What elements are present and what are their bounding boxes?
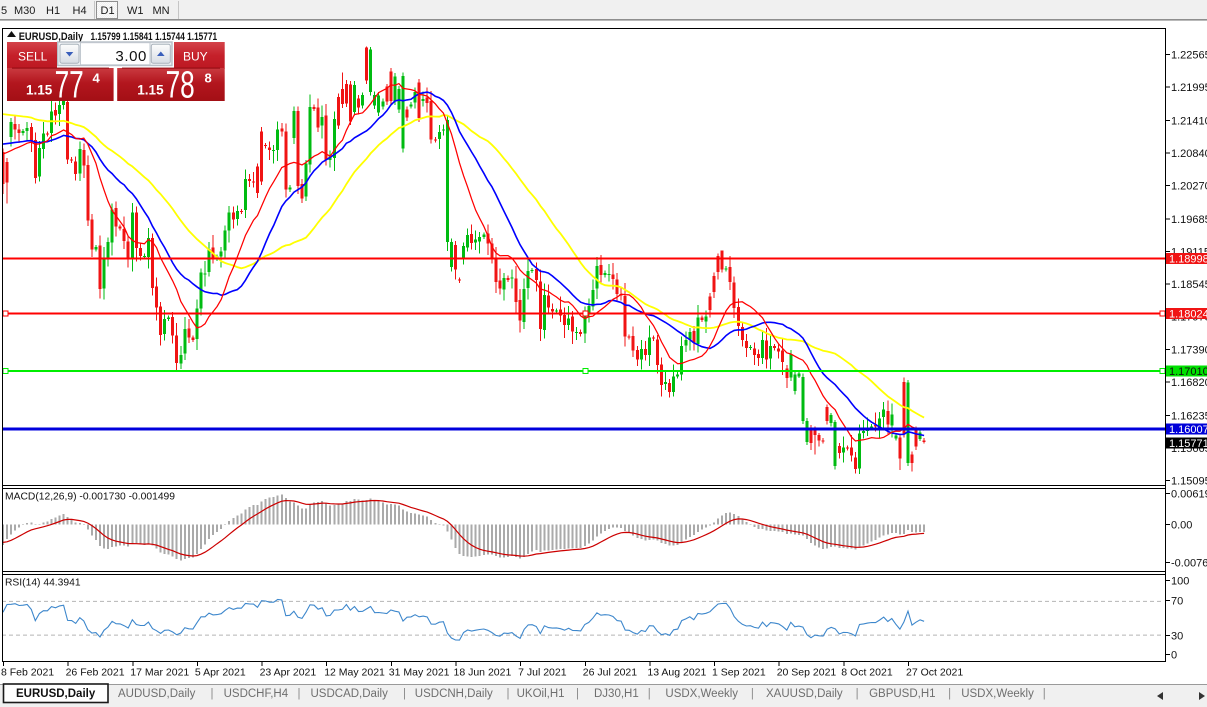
- svg-text:4: 4: [93, 71, 101, 86]
- svg-text:12 May 2021: 12 May 2021: [324, 667, 385, 679]
- svg-text:8: 8: [205, 71, 212, 86]
- svg-text:USDCHF,H4: USDCHF,H4: [224, 688, 289, 700]
- svg-text:3.00: 3.00: [115, 48, 147, 65]
- svg-text:|: |: [211, 688, 214, 700]
- svg-text:31 May 2021: 31 May 2021: [389, 667, 450, 679]
- svg-text:1.15095: 1.15095: [1171, 475, 1207, 487]
- svg-text:26 Jul 2021: 26 Jul 2021: [583, 667, 637, 679]
- svg-text:20 Sep 2021: 20 Sep 2021: [777, 667, 837, 679]
- svg-text:USDCAD,Daily: USDCAD,Daily: [311, 688, 389, 700]
- svg-text:|: |: [1043, 688, 1046, 700]
- svg-text:UKOil,H1: UKOil,H1: [517, 688, 565, 700]
- svg-text:EURUSD,Daily: EURUSD,Daily: [19, 31, 84, 43]
- svg-text:1.18998: 1.18998: [1169, 254, 1207, 266]
- svg-text:|: |: [856, 688, 859, 700]
- svg-text:D1: D1: [101, 5, 115, 17]
- svg-text:5 Apr 2021: 5 Apr 2021: [195, 667, 246, 679]
- svg-text:RSI(14) 44.3941: RSI(14) 44.3941: [5, 578, 81, 589]
- svg-text:8 Oct 2021: 8 Oct 2021: [841, 667, 893, 679]
- svg-text:1.17390: 1.17390: [1171, 345, 1207, 357]
- svg-text:|: |: [298, 688, 301, 700]
- svg-text:USDCNH,Daily: USDCNH,Daily: [415, 688, 493, 700]
- svg-text:70: 70: [1171, 596, 1183, 608]
- svg-text:78: 78: [166, 63, 195, 106]
- svg-text:H4: H4: [73, 5, 87, 17]
- svg-text:17 Mar 2021: 17 Mar 2021: [130, 667, 189, 679]
- svg-text:SELL: SELL: [18, 50, 48, 64]
- svg-text:DJ30,H1: DJ30,H1: [594, 688, 639, 700]
- svg-text:1.16235: 1.16235: [1171, 411, 1207, 423]
- svg-text:BUY: BUY: [183, 50, 208, 64]
- svg-text:1 Sep 2021: 1 Sep 2021: [712, 667, 766, 679]
- svg-text:XAUUSD,Daily: XAUUSD,Daily: [766, 688, 843, 700]
- svg-text:0.00: 0.00: [1171, 519, 1192, 531]
- svg-text:USDX,Weekly: USDX,Weekly: [961, 688, 1034, 700]
- svg-text:1.18545: 1.18545: [1171, 279, 1207, 291]
- svg-text:23 Apr 2021: 23 Apr 2021: [260, 667, 317, 679]
- svg-text:77: 77: [55, 63, 84, 106]
- svg-text:EURUSD,Daily: EURUSD,Daily: [16, 688, 96, 700]
- svg-text:W1: W1: [127, 5, 144, 17]
- svg-text:1.22565: 1.22565: [1171, 50, 1207, 62]
- svg-text:AUDUSD,Daily: AUDUSD,Daily: [118, 688, 196, 700]
- svg-text:-0.007621: -0.007621: [1171, 558, 1207, 570]
- svg-text:1.15799 1.15841 1.15744 1.1577: 1.15799 1.15841 1.15744 1.15771: [91, 31, 218, 43]
- svg-text:|: |: [576, 688, 579, 700]
- svg-text:26 Feb 2021: 26 Feb 2021: [66, 667, 125, 679]
- svg-text:MACD(12,26,9) -0.001730 -0.001: MACD(12,26,9) -0.001730 -0.001499: [5, 492, 175, 503]
- svg-text:1.16820: 1.16820: [1171, 377, 1207, 389]
- svg-text:0: 0: [1171, 649, 1177, 661]
- svg-text:18 Jun 2021: 18 Jun 2021: [454, 667, 512, 679]
- svg-text:7 Jul 2021: 7 Jul 2021: [518, 667, 567, 679]
- svg-text:USDX,Weekly: USDX,Weekly: [665, 688, 738, 700]
- svg-text:1.15: 1.15: [26, 83, 53, 98]
- svg-text:1.15: 1.15: [137, 83, 164, 98]
- svg-text:0.006193: 0.006193: [1171, 488, 1207, 500]
- svg-text:MN: MN: [153, 5, 170, 17]
- svg-text:|: |: [648, 688, 651, 700]
- svg-text:|: |: [403, 688, 406, 700]
- svg-text:1.17010: 1.17010: [1169, 366, 1207, 378]
- svg-text:1.21410: 1.21410: [1171, 116, 1207, 128]
- svg-text:13 Aug 2021: 13 Aug 2021: [647, 667, 706, 679]
- svg-text:1.16007: 1.16007: [1169, 424, 1207, 436]
- svg-text:GBPUSD,H1: GBPUSD,H1: [869, 688, 935, 700]
- svg-text:100: 100: [1171, 576, 1189, 588]
- svg-text:|: |: [948, 688, 951, 700]
- svg-text:1.15771: 1.15771: [1169, 438, 1207, 450]
- svg-text:1.21995: 1.21995: [1171, 82, 1207, 94]
- svg-text:8 Feb 2021: 8 Feb 2021: [1, 667, 54, 679]
- svg-text:M30: M30: [14, 5, 35, 17]
- svg-text:H1: H1: [46, 5, 60, 17]
- svg-text:1.18024: 1.18024: [1169, 309, 1207, 321]
- svg-text:5: 5: [1, 5, 7, 17]
- svg-text:1.20840: 1.20840: [1171, 148, 1207, 160]
- svg-text:1.19685: 1.19685: [1171, 214, 1207, 226]
- svg-text:30: 30: [1171, 631, 1183, 643]
- svg-text:1.20270: 1.20270: [1171, 181, 1207, 193]
- svg-text:27 Oct 2021: 27 Oct 2021: [906, 667, 963, 679]
- svg-text:|: |: [507, 688, 510, 700]
- svg-text:|: |: [751, 688, 754, 700]
